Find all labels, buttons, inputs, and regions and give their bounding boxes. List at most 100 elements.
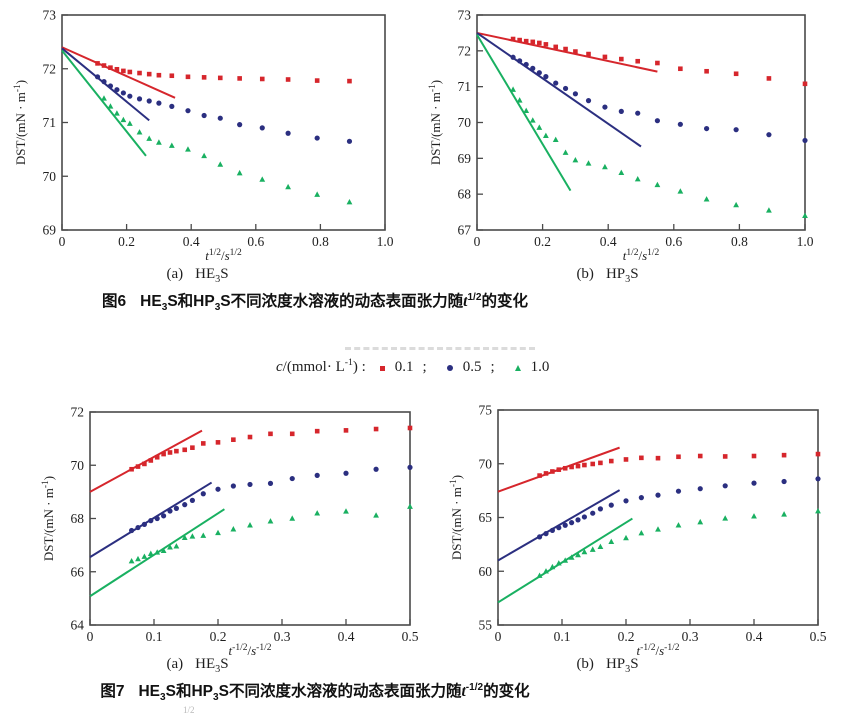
x-axis-label: t1/2/s1/2 <box>623 248 660 263</box>
y-axis-label: DST/(mN · m-1) <box>41 476 56 561</box>
figure7-caption: 图7 HE3S和HP3S不同浓度水溶液的动态表面张力随t-1/2的变化 <box>100 681 530 704</box>
y-tick-label: 68 <box>71 511 85 526</box>
legend-marker-circle <box>446 365 453 371</box>
panel-tag: (b) <box>576 266 594 282</box>
x-axis-label: t-1/2/s-1/2 <box>229 643 272 658</box>
x-tick-label: 1.0 <box>797 234 814 249</box>
x-tick-label: 0 <box>59 234 66 249</box>
x-tick-label: 0.2 <box>534 234 551 249</box>
plot-border <box>497 409 819 626</box>
fit-lines <box>61 46 176 157</box>
x-tick-label: 0 <box>87 629 94 644</box>
x-tick-label: 0.5 <box>402 629 419 644</box>
y-tick-label: 69 <box>43 223 57 238</box>
series-circle-blue <box>510 54 808 144</box>
x-tick-label: 0 <box>474 234 481 249</box>
fig7-panel-a-label: (a) HE3S <box>166 656 229 675</box>
plot-border <box>89 411 411 626</box>
series-triangle-green <box>536 507 821 578</box>
fit-line-red <box>476 31 658 73</box>
plot-border <box>61 14 386 231</box>
series-triangle-green <box>128 503 413 564</box>
x-tick-label: 0 <box>495 629 502 644</box>
figure6-caption: 图6 HE3S和HP3S不同浓度水溶液的动态表面张力随t1/2的变化 <box>102 291 528 314</box>
x-tick-label: 0.2 <box>210 629 227 644</box>
panel-tag: (a) <box>166 266 184 282</box>
series-square-red <box>537 451 821 478</box>
y-tick-label: 70 <box>458 115 472 130</box>
y-axis-label: DST/(mN · m-1) <box>428 80 443 165</box>
x-tick-label: 0.2 <box>618 629 635 644</box>
y-tick-label: 60 <box>479 564 493 579</box>
series-circle-blue <box>129 464 413 534</box>
y-tick-label: 55 <box>479 618 493 633</box>
x-tick-label: 0.1 <box>146 629 163 644</box>
x-axis-ticks: 0 0.1 0.2 0.3 0.4 0.5 <box>87 619 419 644</box>
x-tick-label: 0.4 <box>338 629 355 644</box>
y-tick-label: 71 <box>43 115 57 130</box>
x-tick-label: 0.8 <box>312 234 329 249</box>
y-tick-label: 66 <box>71 564 85 579</box>
y-tick-label: 73 <box>458 8 472 23</box>
x-axis-ticks: 0 0.2 0.4 0.6 0.8 1.0 <box>59 224 394 249</box>
cutoff-text-fragment: 1/2 <box>183 705 195 714</box>
fit-line-blue <box>61 47 150 122</box>
y-tick-label: 68 <box>458 187 472 202</box>
x-tick-label: 0.4 <box>600 234 617 249</box>
x-axis-ticks: 0 0.1 0.2 0.3 0.4 0.5 <box>495 619 827 644</box>
fit-line-blue <box>476 32 642 148</box>
x-tick-label: 0.8 <box>731 234 748 249</box>
panel-tag: (b) <box>576 656 594 672</box>
x-tick-label: 1.0 <box>377 234 394 249</box>
fit-line-red <box>89 429 203 493</box>
series-circle-blue <box>537 476 821 540</box>
legend-unit: /(mmol· L <box>282 359 345 375</box>
x-axis-label: t1/2/s1/2 <box>205 248 242 263</box>
x-tick-label: 0.6 <box>247 234 264 249</box>
fig7-panel-b-label: (b) HP3S <box>576 656 639 675</box>
legend-variable: c <box>276 359 283 375</box>
y-axis-label: DST/(mN · m-1) <box>449 475 464 560</box>
y-tick-label: 67 <box>458 223 472 238</box>
chart-dst-vs-sqrt-t-he3s: 0 0.2 0.4 0.6 0.8 1.0 69 70 71 72 73 t1/2/s1/2 DST/(… <box>13 8 394 264</box>
y-tick-label: 69 <box>458 151 472 166</box>
figure7-number: 图7 <box>100 683 125 700</box>
chart-dst-vs-inv-sqrt-t-hp3s: 0 0.1 0.2 0.3 0.4 0.5 55 60 65 70 75 t-1/2/s-1/2 DST… <box>449 403 827 659</box>
y-tick-label: 65 <box>479 510 493 525</box>
y-tick-label: 70 <box>479 456 493 471</box>
x-tick-label: 0.3 <box>274 629 291 644</box>
y-tick-label: 71 <box>458 79 472 94</box>
y-tick-label: 64 <box>71 618 85 633</box>
scan-artifact <box>345 347 535 350</box>
y-axis-ticks: 67 68 69 70 71 72 73 <box>458 8 483 238</box>
fit-line-green <box>61 49 147 157</box>
series-square-red <box>95 61 352 84</box>
series-circle-blue <box>94 74 353 144</box>
y-tick-label: 75 <box>479 403 493 418</box>
x-tick-label: 0.3 <box>682 629 699 644</box>
series-square-red <box>129 425 413 472</box>
x-tick-label: 0.4 <box>746 629 763 644</box>
y-axis-ticks: 69 70 71 72 73 <box>43 8 68 238</box>
legend-marker-square <box>379 366 385 371</box>
y-tick-label: 70 <box>71 458 85 473</box>
legend-label: 1.0 <box>530 359 550 375</box>
x-axis-label: t-1/2/s-1/2 <box>637 643 680 658</box>
fit-lines <box>476 31 658 192</box>
y-tick-label: 72 <box>71 405 85 420</box>
y-tick-label: 70 <box>43 169 57 184</box>
panel-tag: (a) <box>166 656 184 672</box>
y-axis-label: DST/(mN · m-1) <box>13 80 28 165</box>
x-tick-label: 0.4 <box>183 234 200 249</box>
series-square-red <box>510 36 808 87</box>
figure6-number: 图6 <box>102 293 127 310</box>
legend-label: 0.5 <box>462 359 482 375</box>
x-tick-label: 0.6 <box>665 234 682 249</box>
legend-label: 0.1 <box>394 359 414 375</box>
x-axis-ticks: 0 0.2 0.4 0.6 0.8 1.0 <box>474 224 814 249</box>
y-tick-label: 72 <box>43 61 57 76</box>
fig6-panel-a-label: (a) HE3S <box>166 266 229 285</box>
y-tick-label: 73 <box>43 8 57 23</box>
plot-border <box>476 14 806 231</box>
